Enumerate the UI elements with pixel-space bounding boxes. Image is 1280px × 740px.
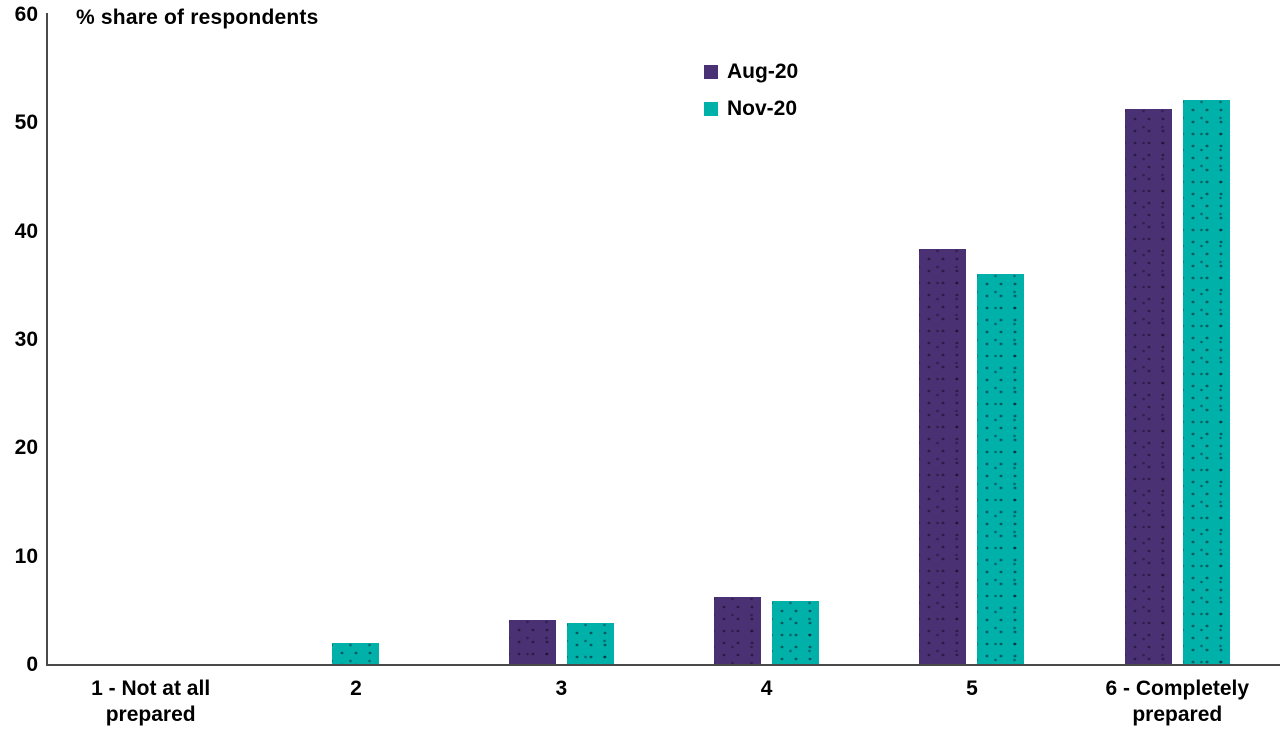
x-category-label: 6 - Completely prepared [1105, 677, 1250, 726]
y-tick-label: 60 [14, 3, 38, 26]
bar-aug-20-cat-6 [1124, 109, 1172, 664]
bar-nov-20-cat-5 [977, 274, 1025, 664]
x-category-label: 3 [555, 677, 568, 700]
plot-area [48, 14, 1280, 664]
y-tick-label: 10 [14, 544, 38, 568]
legend-swatch-aug-20-icon [704, 65, 718, 79]
y-tick-label: 40 [14, 219, 38, 243]
legend: Aug-20 Nov-20 [704, 60, 798, 134]
bar-aug-20-cat-5 [919, 249, 967, 664]
y-tick-label: 0 [26, 653, 38, 676]
category-group [459, 14, 664, 664]
category-group [1075, 14, 1280, 664]
bar-nov-20-cat-4 [772, 601, 820, 664]
legend-item-nov-20: Nov-20 [704, 97, 798, 121]
legend-label-aug-20: Aug-20 [727, 60, 799, 83]
bar-nov-20-cat-3 [566, 622, 614, 664]
bar-aug-20-cat-4 [714, 596, 762, 664]
y-axis-line [46, 13, 48, 666]
x-axis-labels: 1 - Not at all prepared 2 3 4 5 6 - Completel… [48, 676, 1280, 728]
x-axis-line [46, 664, 1280, 666]
x-category-label: 2 [350, 677, 362, 700]
x-category-label: 5 [966, 677, 978, 700]
category-group [253, 14, 458, 664]
bar-nov-20-cat-2 [332, 643, 380, 664]
x-category-label: 4 [760, 677, 773, 700]
category-group [664, 14, 869, 664]
category-group [48, 14, 253, 664]
legend-swatch-nov-20-icon [704, 102, 718, 116]
y-tick-label: 20 [14, 436, 38, 460]
bar-aug-20-cat-3 [508, 619, 556, 664]
category-group [869, 14, 1074, 664]
legend-item-aug-20: Aug-20 [704, 60, 798, 84]
y-tick-label: 50 [14, 111, 38, 135]
y-tick-label: 30 [14, 328, 38, 351]
bar-nov-20-cat-6 [1182, 99, 1230, 664]
chart-title: % share of respondents [76, 6, 319, 29]
legend-label-nov-20: Nov-20 [727, 97, 798, 120]
x-category-label: 1 - Not at all prepared [91, 677, 211, 726]
